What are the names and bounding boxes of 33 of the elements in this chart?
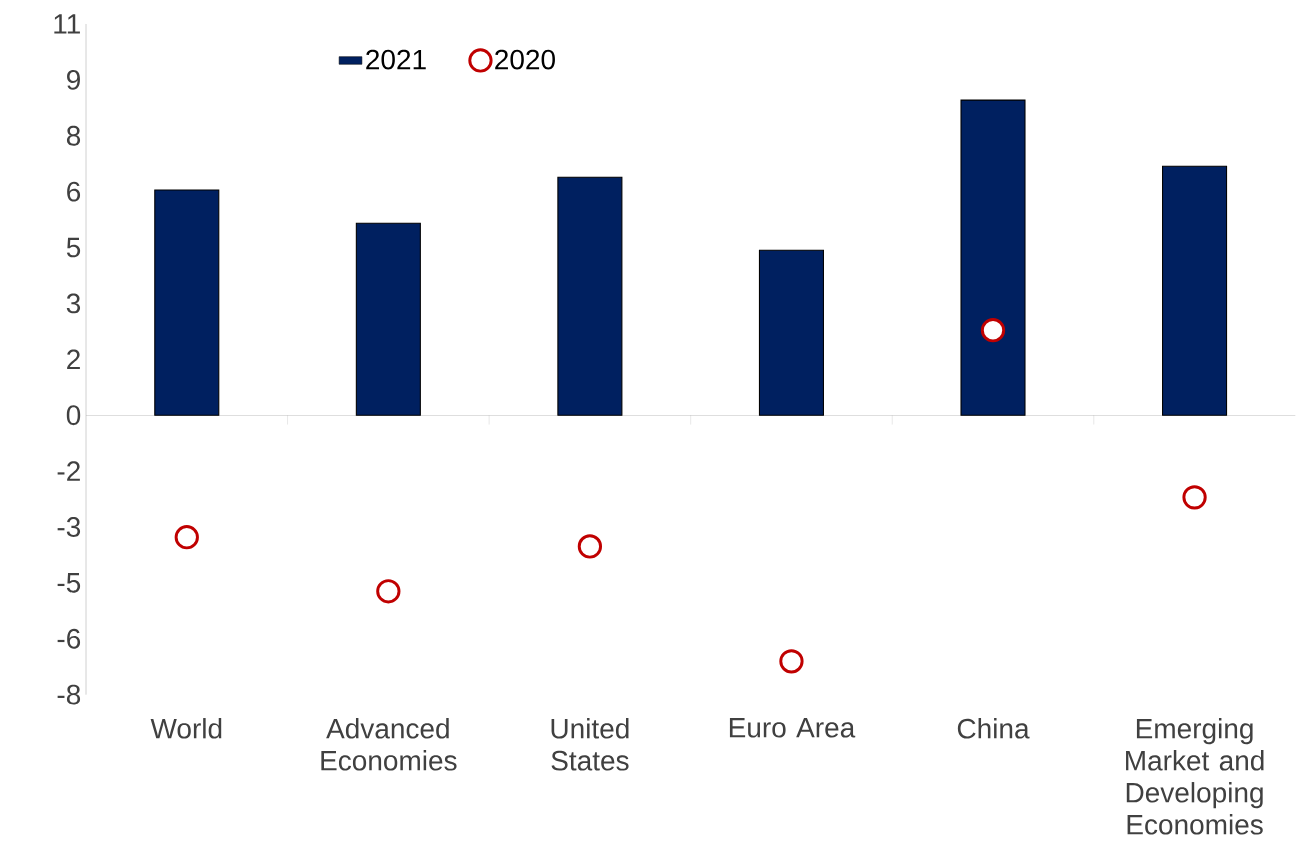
y-tick-label: -8	[57, 684, 81, 705]
legend-label: 2020	[495, 49, 555, 70]
x-tick-label: Euro Area	[729, 718, 856, 738]
point	[980, 318, 1006, 343]
y-tick-label: 9	[67, 70, 80, 90]
bar	[557, 176, 623, 416]
point	[779, 649, 804, 674]
point	[1182, 485, 1207, 510]
x-tick-label: Emerging Market and Developing Economies	[1126, 718, 1264, 835]
bar	[1162, 165, 1228, 416]
bar	[758, 249, 824, 416]
y-tick-label: 5	[66, 237, 81, 258]
y-tick-label: -6	[57, 629, 81, 649]
y-tick-label: 8	[66, 126, 81, 146]
point	[174, 525, 199, 550]
y-tick-label: -2	[57, 461, 80, 482]
y-tick-label: 11	[54, 14, 80, 34]
y-tick-label: -3	[57, 517, 81, 538]
bar	[355, 222, 421, 416]
bar	[154, 189, 220, 416]
point	[376, 579, 401, 604]
y-tick-label: -5	[57, 573, 81, 593]
y-tick-label: 3	[66, 293, 81, 314]
legend-label: 2021	[366, 49, 426, 70]
point	[577, 534, 603, 559]
bar	[960, 99, 1026, 416]
y-tick-label: 0	[66, 405, 81, 426]
x-tick-label: Advanced Economies	[321, 718, 457, 771]
y-tick-label: 2	[67, 349, 80, 370]
x-tick-label: United States	[551, 718, 629, 771]
y-tick-label: 6	[67, 181, 81, 202]
x-tick-label: World	[150, 718, 222, 739]
x-tick-label: China	[957, 718, 1030, 739]
